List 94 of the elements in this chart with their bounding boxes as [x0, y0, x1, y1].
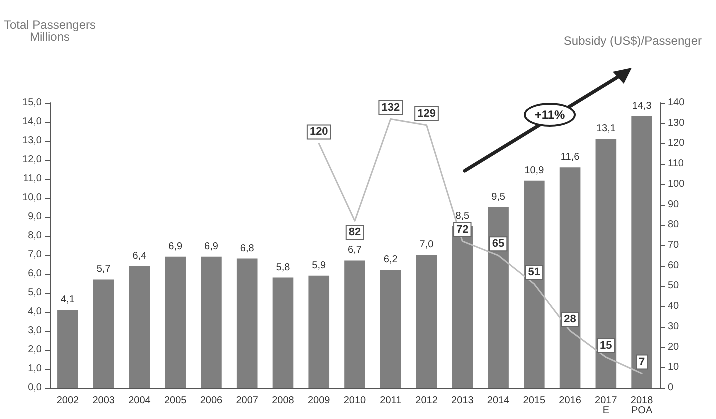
bar [416, 255, 438, 388]
x-tick-label: 2006 [200, 396, 224, 406]
y-tick-label: 0,0 [28, 382, 42, 394]
y2-axis-title: Subsidy (US$)/Passenger [564, 34, 702, 48]
bar [129, 266, 150, 388]
data-label: 5,8 [276, 262, 291, 274]
x-tick-label: 2018 POA [630, 396, 654, 416]
y-tick-label: 15,0 [22, 98, 42, 108]
y2-tick-label: 40 [668, 301, 680, 312]
y-tick-label: 14,0 [22, 116, 42, 128]
y-tick-label: 5,0 [28, 288, 42, 298]
data-label: 72 [456, 224, 469, 236]
y2-tick-label: 80 [668, 220, 680, 231]
y2-tick-label: 0 [668, 382, 674, 394]
y-tick-label: 10,0 [22, 192, 42, 204]
data-label: 28 [564, 314, 576, 326]
x-tick-label: 2005 [164, 396, 188, 406]
bar [236, 258, 258, 388]
y2-tick-label: 60 [668, 260, 680, 272]
x-tick-label: 2017 E [595, 396, 618, 416]
data-label: 51 [528, 266, 541, 279]
y-axis-title: Total Passengers Millions [4, 18, 96, 44]
data-label: 7 [638, 356, 646, 368]
y-tick-label: 13,0 [22, 136, 42, 146]
data-label: 129 [418, 108, 436, 120]
bar [560, 168, 581, 388]
x-tick-label: 2004 [128, 396, 152, 406]
data-label: 14,3 [632, 100, 652, 112]
y-tick-label: 2,0 [28, 344, 42, 356]
data-label: 10,9 [524, 165, 545, 176]
bar [93, 280, 114, 388]
bar [308, 276, 330, 388]
annotation: +11% [524, 103, 576, 127]
y2-tick-label: 10 [668, 362, 680, 374]
data-label: 82 [348, 226, 362, 239]
y2-tick-label: 20 [668, 342, 680, 353]
y-tick-label: 8,0 [28, 230, 42, 242]
y2-tick-label: 130 [668, 118, 686, 129]
y-tick-label: 1,0 [28, 364, 42, 374]
y-tick-label: 9,0 [28, 212, 42, 222]
y2-tick-label: 140 [668, 98, 686, 108]
x-tick-label: 2007 [236, 396, 259, 406]
data-label: 6,9 [204, 241, 219, 252]
data-label: 9,5 [492, 192, 506, 203]
data-label: 120 [310, 126, 328, 138]
data-label: 65 [492, 238, 505, 250]
data-label: 132 [382, 102, 400, 114]
x-tick-label: 2009 [308, 396, 331, 406]
bar [524, 180, 545, 388]
data-label: 6,9 [168, 241, 183, 252]
data-label: 6,8 [240, 243, 255, 254]
x-tick-label: 2013 [452, 396, 474, 406]
y-tick-label: 11,0 [23, 174, 42, 184]
bar [344, 260, 366, 388]
y-tick-label: 6,0 [28, 268, 42, 280]
data-label: 7,0 [420, 240, 434, 250]
data-label: 15 [600, 340, 612, 352]
bar [165, 256, 186, 388]
x-tick-label: 2015 [523, 396, 546, 406]
y2-tick-label: 30 [668, 321, 680, 332]
bar [58, 310, 78, 388]
y-tick-label: 4,0 [28, 306, 42, 318]
data-label: 8,5 [456, 211, 470, 222]
bar [632, 116, 652, 388]
data-label: 6,7 [348, 245, 362, 256]
y2-tick-label: 120 [668, 138, 686, 150]
bar [380, 270, 402, 388]
x-tick-label: 2016 [559, 396, 582, 406]
y2-tick-label: 70 [668, 240, 680, 251]
y-tick-label: 7,0 [28, 250, 42, 260]
x-tick-label: 2012 [416, 396, 438, 406]
bar [596, 139, 617, 388]
y-tick-label: 12,0 [22, 154, 42, 166]
y2-tick-label: 100 [668, 178, 686, 190]
y2-tick-label: 50 [668, 280, 680, 292]
data-label: 11,6 [560, 152, 580, 164]
data-label: 4,1 [60, 294, 76, 306]
x-tick-label: 2014 [487, 396, 510, 406]
y2-tick-label: 90 [668, 199, 680, 210]
bar [488, 208, 509, 388]
x-tick-label: 2011 [380, 396, 402, 406]
y2-tick-label: 110 [668, 158, 684, 170]
x-tick-label: 2002 [56, 396, 80, 406]
bar [201, 256, 222, 388]
bar [272, 278, 294, 388]
data-label: 6,4 [132, 250, 148, 262]
x-tick-label: 2010 [344, 396, 367, 406]
data-label: 5,7 [96, 264, 112, 276]
data-label: 13,1 [596, 124, 616, 135]
x-tick-label: 2003 [92, 396, 116, 406]
y-tick-label: 3,0 [28, 326, 42, 336]
data-label: 5,9 [312, 260, 327, 272]
x-tick-label: 2008 [272, 396, 295, 406]
data-label: 6,2 [384, 254, 398, 266]
